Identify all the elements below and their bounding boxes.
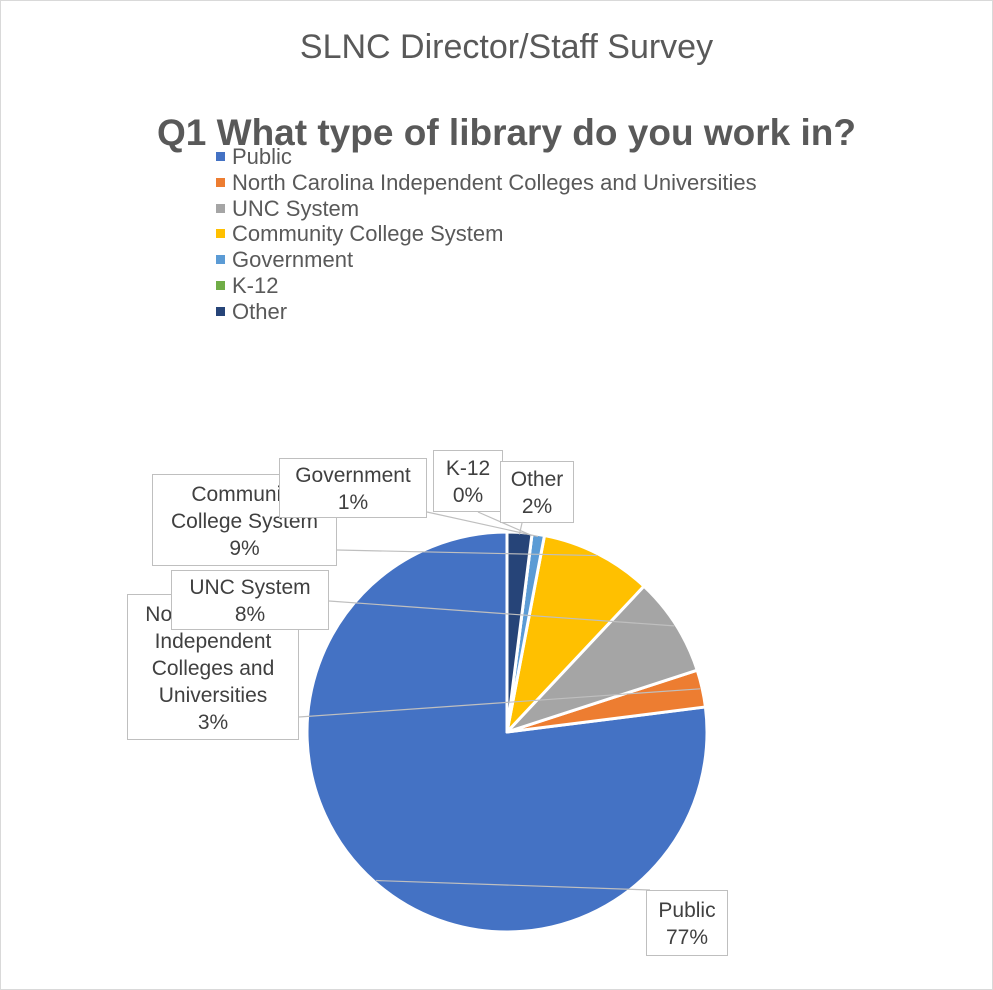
data-label-value: 9% — [229, 536, 260, 560]
data-label-category: Community — [191, 482, 298, 506]
legend-label: K-12 — [232, 272, 279, 298]
legend-item[interactable]: K-12 — [216, 273, 757, 299]
data-label-category: Public — [658, 899, 716, 922]
pie-slice[interactable] — [505, 534, 646, 734]
data-label: Other 2% — [500, 461, 574, 523]
legend-swatch — [216, 306, 225, 316]
legend-swatch — [216, 177, 225, 187]
legend-label: Other — [232, 298, 288, 324]
data-label-category: K-12 — [445, 457, 491, 480]
legend-item[interactable]: Community College System — [216, 221, 757, 247]
legend-label: North Carolina Independent Colleges and … — [232, 169, 757, 195]
leader-line — [477, 511, 533, 537]
legend-item[interactable]: Government — [216, 247, 757, 273]
data-label-category: UNC System — [189, 576, 311, 599]
legend-label: Government — [232, 247, 354, 273]
data-label-value: 0% — [452, 484, 484, 507]
data-label-category: Universities — [158, 683, 268, 707]
data-label: Public 77% — [646, 890, 728, 956]
pie-slice[interactable] — [505, 584, 699, 734]
data-label-value: 8% — [234, 603, 266, 626]
data-label-value: 1% — [337, 491, 369, 514]
legend-swatch — [216, 229, 225, 239]
legend-label: UNC System — [232, 195, 360, 221]
chart-title: Q1 What type of library do you work in? — [157, 112, 856, 153]
legend-label: Community College System — [232, 221, 504, 247]
data-label-category: Colleges and — [151, 656, 275, 680]
legend-item[interactable]: North Carolina Independent Colleges and … — [216, 170, 757, 196]
legend-item[interactable]: Public — [216, 144, 757, 170]
chart-legend: Public North Carolina Independent Colleg… — [216, 144, 757, 325]
legend-item[interactable]: Other — [216, 299, 757, 325]
page-title: SLNC Director/Staff Survey — [299, 28, 714, 66]
data-label-category: Other — [510, 468, 564, 491]
data-label-value: 2% — [521, 495, 553, 518]
leader-line — [376, 879, 651, 891]
legend-swatch — [216, 255, 225, 265]
leader-line — [518, 522, 523, 535]
leader-line — [336, 549, 597, 557]
data-label-category: Independent — [154, 629, 272, 653]
legend-item[interactable]: UNC System — [216, 196, 757, 222]
data-label: K-12 0% — [433, 450, 503, 512]
data-label: Government 1% — [279, 458, 427, 518]
data-label-value: 3% — [197, 710, 229, 734]
legend-swatch — [216, 203, 225, 213]
data-label: UNC System 8% — [171, 570, 329, 630]
legend-swatch — [216, 280, 225, 290]
leader-line — [328, 600, 675, 627]
legend-label: Public — [232, 144, 292, 169]
data-label-category: Government — [295, 464, 411, 487]
data-label-value: 77% — [665, 926, 709, 949]
legend-swatch — [216, 152, 225, 161]
leader-line — [298, 688, 701, 718]
